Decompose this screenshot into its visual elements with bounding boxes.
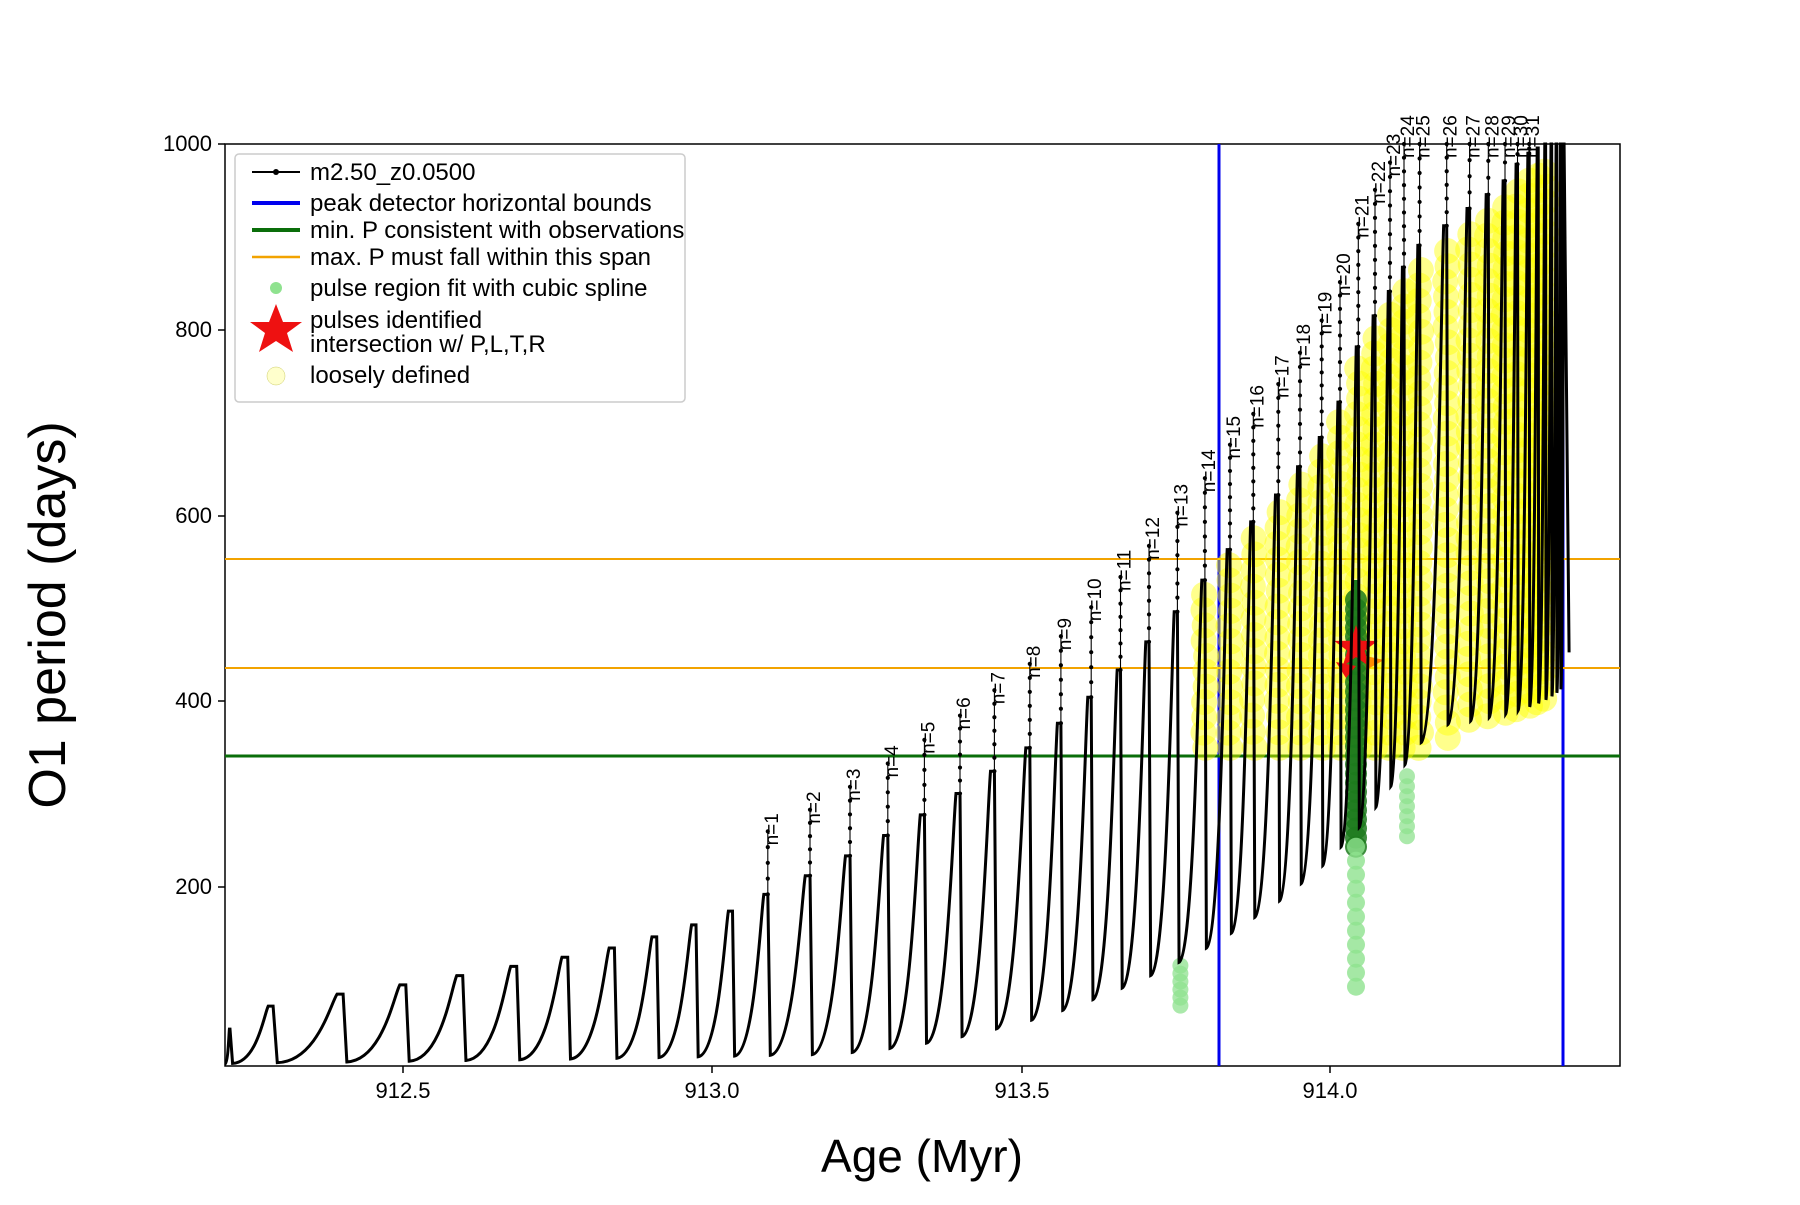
svg-text:n=8: n=8 [1024, 646, 1045, 678]
svg-text:913.0: 913.0 [684, 1078, 739, 1103]
svg-text:914.0: 914.0 [1302, 1078, 1357, 1103]
svg-text:max. P must fall within this s: max. P must fall within this span [310, 244, 651, 271]
svg-text:n=11: n=11 [1115, 550, 1136, 591]
svg-text:min. P consistent with observa: min. P consistent with observations [310, 217, 684, 244]
svg-text:n=2: n=2 [804, 791, 825, 823]
svg-text:n=1: n=1 [762, 813, 783, 845]
svg-text:n=3: n=3 [844, 769, 865, 801]
svg-text:n=10: n=10 [1085, 578, 1106, 621]
svg-text:n=5: n=5 [918, 722, 939, 754]
svg-text:n=16: n=16 [1247, 385, 1268, 428]
svg-text:loosely defined: loosely defined [310, 362, 470, 389]
svg-text:912.5: 912.5 [375, 1078, 430, 1103]
svg-text:n=6: n=6 [954, 697, 975, 729]
svg-text:800: 800 [175, 317, 212, 342]
svg-text:n=17: n=17 [1272, 355, 1293, 398]
svg-text:peak detector horizontal bound: peak detector horizontal bounds [310, 190, 652, 217]
svg-text:1000: 1000 [163, 131, 212, 156]
svg-text:m2.50_z0.0500: m2.50_z0.0500 [310, 159, 475, 186]
svg-text:n=4: n=4 [882, 745, 903, 778]
svg-text:Age (Myr): Age (Myr) [821, 1130, 1023, 1182]
svg-text:200: 200 [175, 874, 212, 899]
svg-text:n=13: n=13 [1171, 484, 1192, 527]
svg-text:pulses identified: pulses identified [310, 307, 482, 334]
svg-text:n=14: n=14 [1199, 449, 1220, 492]
svg-text:O1 period (days): O1 period (days) [19, 421, 77, 808]
svg-text:600: 600 [175, 503, 212, 528]
svg-text:n=20: n=20 [1334, 253, 1355, 296]
svg-text:400: 400 [175, 688, 212, 713]
svg-text:n=31: n=31 [1523, 115, 1544, 158]
svg-text:n=12: n=12 [1143, 517, 1164, 560]
svg-text:n=19: n=19 [1316, 292, 1337, 335]
svg-text:n=18: n=18 [1294, 324, 1315, 367]
svg-text:n=15: n=15 [1224, 416, 1245, 459]
svg-text:pulse region fit with cubic sp: pulse region fit with cubic spline [310, 275, 648, 302]
svg-text:n=25: n=25 [1414, 115, 1435, 158]
svg-text:n=7: n=7 [988, 672, 1009, 704]
svg-text:n=9: n=9 [1055, 618, 1076, 650]
svg-text:913.5: 913.5 [994, 1078, 1049, 1103]
svg-text:n=26: n=26 [1441, 115, 1462, 158]
svg-text:intersection w/ P,L,T,R: intersection w/ P,L,T,R [310, 331, 546, 358]
